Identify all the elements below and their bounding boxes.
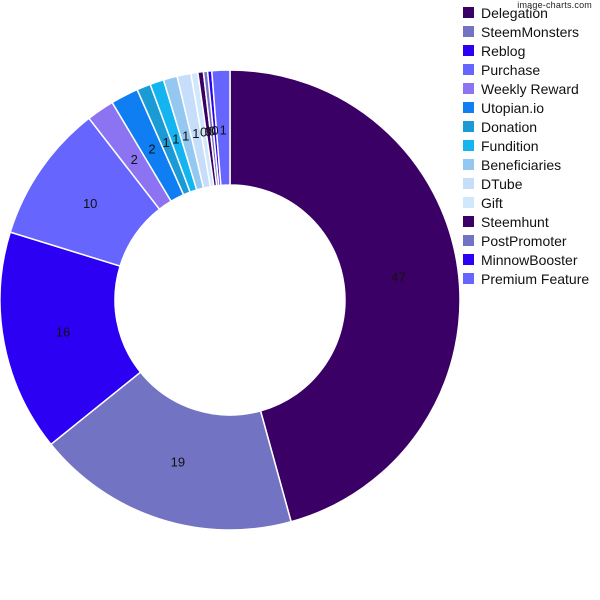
legend-item-delegation: Delegation (462, 3, 589, 22)
data-label-postpromoter: 0 (208, 124, 215, 139)
slice-delegation (229, 69, 461, 523)
data-label-purchase: 10 (83, 196, 97, 211)
legend-swatch (462, 25, 475, 38)
legend-swatch (462, 63, 475, 76)
data-label-gift: 0 (200, 125, 207, 140)
legend-item-beneficiaries: Beneficiaries (462, 155, 589, 174)
data-label-beneficiaries: 1 (182, 128, 189, 143)
legend-item-reblog: Reblog (462, 41, 589, 60)
data-label-premium-feature: 1 (220, 123, 227, 138)
legend-label: Gift (481, 194, 503, 211)
legend-label: Beneficiaries (481, 156, 562, 173)
slice-premium-feature (210, 69, 231, 187)
data-label-reblog: 16 (56, 325, 70, 340)
legend-item-purchase: Purchase (462, 60, 589, 79)
legend-label: Purchase (481, 61, 541, 78)
legend-item-steemhunt: Steemhunt (462, 212, 589, 231)
data-label-steemmonsters: 19 (171, 454, 185, 469)
chart-legend: Delegation SteemMonsters Reblog Purchase Wee… (462, 3, 589, 288)
legend-swatch (462, 196, 475, 209)
legend-swatch (462, 139, 475, 152)
legend-swatch (462, 158, 475, 171)
slice-steemmonsters (49, 371, 293, 531)
legend-item-minnowbooster: MinnowBooster (462, 250, 589, 269)
legend-label: Fundition (481, 137, 539, 154)
data-label-minnowbooster: 0 (211, 123, 218, 138)
data-label-weekly-reward: 2 (131, 152, 138, 167)
legend-label: SteemMonsters (481, 23, 580, 40)
legend-label: Utopian.io (481, 99, 545, 116)
data-label-delegation: 47 (391, 270, 405, 285)
legend-item-dtube: DTube (462, 174, 589, 193)
legend-label: Premium Feature (481, 270, 590, 287)
legend-item-fundition: Fundition (462, 136, 589, 155)
legend-label: Donation (481, 118, 538, 135)
legend-label: Reblog (481, 42, 526, 59)
legend-item-premium-feature: Premium Feature (462, 269, 589, 288)
legend-label: Delegation (481, 4, 548, 21)
data-label-fundition: 1 (172, 131, 179, 146)
slice-reblog (0, 231, 142, 446)
legend-label: PostPromoter (481, 232, 567, 249)
legend-label: Steemhunt (481, 213, 549, 230)
legend-swatch (462, 253, 475, 266)
watermark-text: image-charts.com (517, 0, 592, 10)
legend-item-donation: Donation (462, 117, 589, 136)
legend-item-utopian-io: Utopian.io (462, 98, 589, 117)
legend-swatch (462, 215, 475, 228)
legend-swatch (462, 177, 475, 190)
legend-swatch (462, 120, 475, 133)
legend-item-postpromoter: PostPromoter (462, 231, 589, 250)
data-label-donation: 1 (162, 135, 169, 150)
legend-swatch (462, 6, 475, 19)
legend-swatch (462, 234, 475, 247)
legend-label: DTube (481, 175, 523, 192)
legend-item-steemmonsters: SteemMonsters (462, 22, 589, 41)
legend-item-weekly-reward: Weekly Reward (462, 79, 589, 98)
data-label-steemhunt: 0 (205, 124, 212, 139)
legend-label: MinnowBooster (481, 251, 578, 268)
legend-item-gift: Gift (462, 193, 589, 212)
legend-swatch (462, 82, 475, 95)
legend-swatch (462, 272, 475, 285)
data-label-dtube: 1 (192, 126, 199, 141)
legend-label: Weekly Reward (481, 80, 579, 97)
legend-swatch (462, 44, 475, 57)
data-label-utopian-io: 2 (148, 142, 155, 157)
legend-swatch (462, 101, 475, 114)
